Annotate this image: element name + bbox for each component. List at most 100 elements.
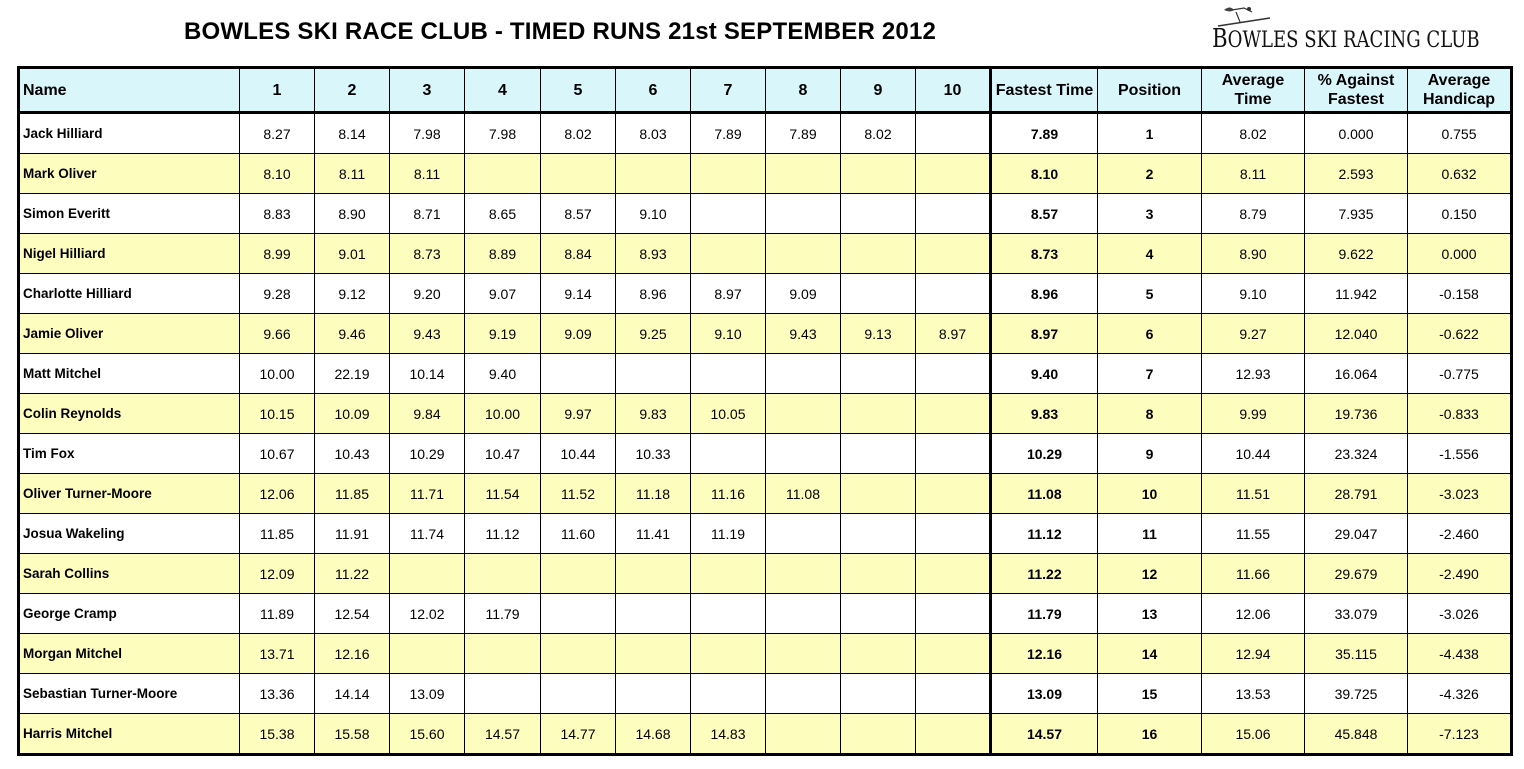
- fastest-time-cell: 9.40: [989, 353, 1098, 394]
- run-time-cell: 8.96: [615, 273, 691, 314]
- run-time-cell: 8.65: [464, 193, 541, 234]
- run-time-cell: [765, 593, 841, 634]
- position-cell: 14: [1097, 633, 1202, 674]
- run-time-cell: 7.98: [464, 112, 541, 154]
- run-time-cell: 11.12: [464, 513, 541, 554]
- column-header: 2: [314, 67, 390, 114]
- run-time-cell: [765, 233, 841, 274]
- run-time-cell: [840, 193, 916, 234]
- table-row: Harris Mitchel 15.38 15.58 15.60 14.57 14.77 1…: [18, 713, 1512, 755]
- run-time-cell: 9.14: [540, 273, 616, 314]
- run-time-cell: 8.14: [314, 112, 390, 154]
- fastest-time-cell: 8.10: [989, 153, 1098, 194]
- pct-against-fastest-cell: 11.942: [1304, 273, 1408, 314]
- run-time-cell: 8.84: [540, 233, 616, 274]
- run-time-cell: [765, 673, 841, 714]
- column-header: 1: [239, 67, 315, 114]
- run-time-cell: [915, 112, 991, 154]
- average-handicap-cell: -2.460: [1407, 513, 1512, 554]
- pct-against-fastest-cell: 35.115: [1304, 633, 1408, 674]
- position-cell: 2: [1097, 153, 1202, 194]
- fastest-time-cell: 9.83: [989, 393, 1098, 434]
- run-time-cell: 14.68: [615, 713, 691, 755]
- skier-name-cell: Josua Wakeling: [18, 513, 240, 554]
- average-handicap-cell: -7.123: [1407, 713, 1512, 755]
- average-time-cell: 15.06: [1201, 713, 1305, 755]
- pct-against-fastest-cell: 19.736: [1304, 393, 1408, 434]
- average-time-cell: 12.94: [1201, 633, 1305, 674]
- run-time-cell: 8.02: [840, 112, 916, 154]
- run-time-cell: 11.54: [464, 473, 541, 514]
- column-header: Fastest Time: [989, 67, 1098, 114]
- run-time-cell: 11.60: [540, 513, 616, 554]
- run-time-cell: 10.67: [239, 433, 315, 474]
- run-time-cell: [915, 593, 991, 634]
- results-table: Name 1 2 3 4 5 6 7 8 9 10 Fastest Time Position Avera…: [17, 66, 1513, 756]
- run-time-cell: 9.43: [389, 313, 465, 354]
- table-row: Charlotte Hilliard 9.28 9.12 9.20 9.07 9.14 8.…: [18, 273, 1512, 314]
- column-header: 8: [765, 67, 841, 114]
- average-handicap-cell: -0.158: [1407, 273, 1512, 314]
- pct-against-fastest-cell: 29.679: [1304, 553, 1408, 594]
- run-time-cell: 9.97: [540, 393, 616, 434]
- run-time-cell: 9.09: [765, 273, 841, 314]
- run-time-cell: 9.12: [314, 273, 390, 314]
- run-time-cell: [540, 553, 616, 594]
- run-time-cell: 10.43: [314, 433, 390, 474]
- skier-name-cell: Charlotte Hilliard: [18, 273, 240, 314]
- run-time-cell: [690, 553, 766, 594]
- run-time-cell: [915, 393, 991, 434]
- pct-against-fastest-cell: 2.593: [1304, 153, 1408, 194]
- average-time-cell: 9.27: [1201, 313, 1305, 354]
- column-header: Average Time: [1201, 67, 1305, 114]
- run-time-cell: [915, 433, 991, 474]
- run-time-cell: 8.90: [314, 193, 390, 234]
- table-row: Matt Mitchel 10.00 22.19 10.14 9.40 9.40 7 12.9…: [18, 353, 1512, 394]
- run-time-cell: [690, 433, 766, 474]
- table-row: Mark Oliver 8.10 8.11 8.11 8.10 2 8.11 2.593 0.6…: [18, 153, 1512, 194]
- pct-against-fastest-cell: 23.324: [1304, 433, 1408, 474]
- table-row: Tim Fox 10.67 10.43 10.29 10.47 10.44 10.33 10.…: [18, 433, 1512, 474]
- run-time-cell: [840, 393, 916, 434]
- fastest-time-cell: 8.97: [989, 313, 1098, 354]
- table-row: Nigel Hilliard 8.99 9.01 8.73 8.89 8.84 8.93 8.…: [18, 233, 1512, 274]
- average-handicap-cell: -1.556: [1407, 433, 1512, 474]
- run-time-cell: 9.09: [540, 313, 616, 354]
- skier-name-cell: Colin Reynolds: [18, 393, 240, 434]
- table-row: Josua Wakeling 11.85 11.91 11.74 11.12 11.60 1…: [18, 513, 1512, 554]
- run-time-cell: 14.83: [690, 713, 766, 755]
- pct-against-fastest-cell: 33.079: [1304, 593, 1408, 634]
- run-time-cell: 8.10: [239, 153, 315, 194]
- run-time-cell: 15.60: [389, 713, 465, 755]
- fastest-time-cell: 11.12: [989, 513, 1098, 554]
- pct-against-fastest-cell: 45.848: [1304, 713, 1408, 755]
- table-row: Jamie Oliver 9.66 9.46 9.43 9.19 9.09 9.25 9.10…: [18, 313, 1512, 354]
- run-time-cell: 11.16: [690, 473, 766, 514]
- run-time-cell: 9.10: [690, 313, 766, 354]
- run-time-cell: [915, 273, 991, 314]
- run-time-cell: 8.97: [690, 273, 766, 314]
- average-time-cell: 8.79: [1201, 193, 1305, 234]
- run-time-cell: [915, 153, 991, 194]
- run-time-cell: [690, 193, 766, 234]
- run-time-cell: [540, 353, 616, 394]
- average-time-cell: 8.02: [1201, 112, 1305, 154]
- run-time-cell: [915, 713, 991, 755]
- run-time-cell: [765, 513, 841, 554]
- average-time-cell: 10.44: [1201, 433, 1305, 474]
- run-time-cell: [615, 593, 691, 634]
- column-header: 4: [464, 67, 541, 114]
- table-row: Colin Reynolds 10.15 10.09 9.84 10.00 9.97 9.8…: [18, 393, 1512, 434]
- run-time-cell: [915, 233, 991, 274]
- run-time-cell: 11.52: [540, 473, 616, 514]
- run-time-cell: 8.03: [615, 112, 691, 154]
- average-handicap-cell: 0.755: [1407, 112, 1512, 154]
- run-time-cell: [615, 553, 691, 594]
- run-time-cell: [389, 633, 465, 674]
- run-time-cell: 9.28: [239, 273, 315, 314]
- average-time-cell: 12.06: [1201, 593, 1305, 634]
- pct-against-fastest-cell: 29.047: [1304, 513, 1408, 554]
- skier-name-cell: Jamie Oliver: [18, 313, 240, 354]
- run-time-cell: 11.08: [765, 473, 841, 514]
- run-time-cell: [915, 673, 991, 714]
